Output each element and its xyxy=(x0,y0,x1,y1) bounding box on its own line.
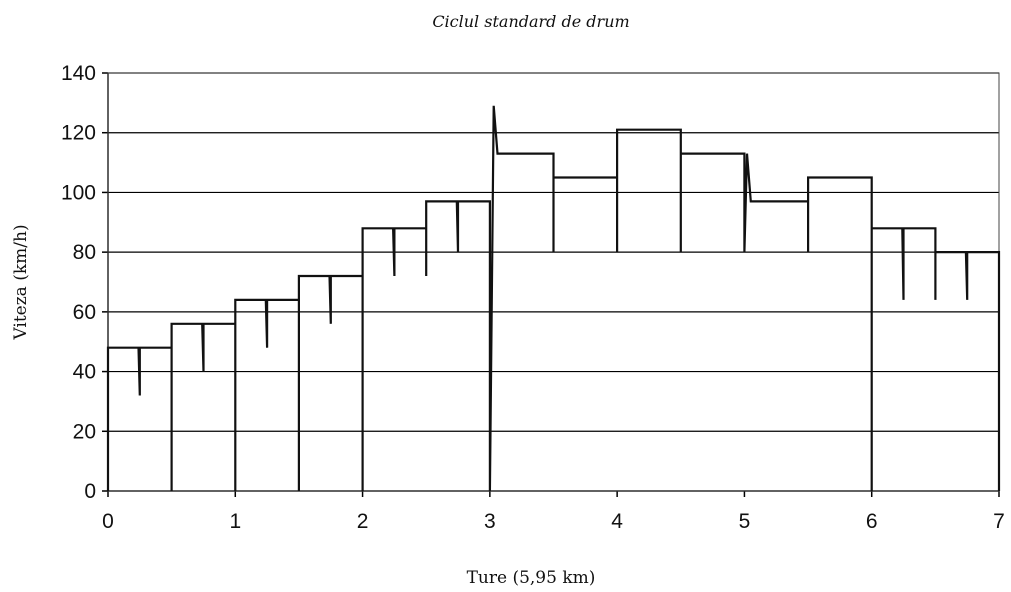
y-tick-label: 80 xyxy=(73,241,96,264)
x-tick-label: 6 xyxy=(866,510,878,533)
y-tick-label: 40 xyxy=(73,361,96,384)
x-tick-labels: 0 1 2 3 4 5 6 7 xyxy=(102,510,1005,533)
y-tick-label: 100 xyxy=(61,181,96,204)
y-axis-label: Viteza (km/h) xyxy=(11,224,31,340)
y-tick-label: 0 xyxy=(84,480,96,503)
y-tick-label: 20 xyxy=(73,420,96,443)
speed-series-line xyxy=(106,105,1001,492)
chart-title: Ciclul standard de drum xyxy=(432,12,629,31)
plot-frame xyxy=(107,72,1000,492)
x-tick-label: 2 xyxy=(357,510,369,533)
x-tick-label: 5 xyxy=(739,510,751,533)
x-tick-label: 7 xyxy=(993,510,1005,533)
x-tick-label: 3 xyxy=(484,510,496,533)
x-tick-label: 4 xyxy=(611,510,623,533)
y-tick-label: 120 xyxy=(61,122,96,145)
y-tick-label: 60 xyxy=(73,301,96,324)
grid-lines xyxy=(102,72,1000,497)
x-tick-label: 1 xyxy=(229,510,241,533)
x-axis-label: Ture (5,95 km) xyxy=(467,568,596,588)
y-tick-labels: 0 20 40 60 80 100 120 140 xyxy=(61,62,96,503)
y-tick-label: 140 xyxy=(61,62,96,85)
x-tick-label: 0 xyxy=(102,510,114,533)
